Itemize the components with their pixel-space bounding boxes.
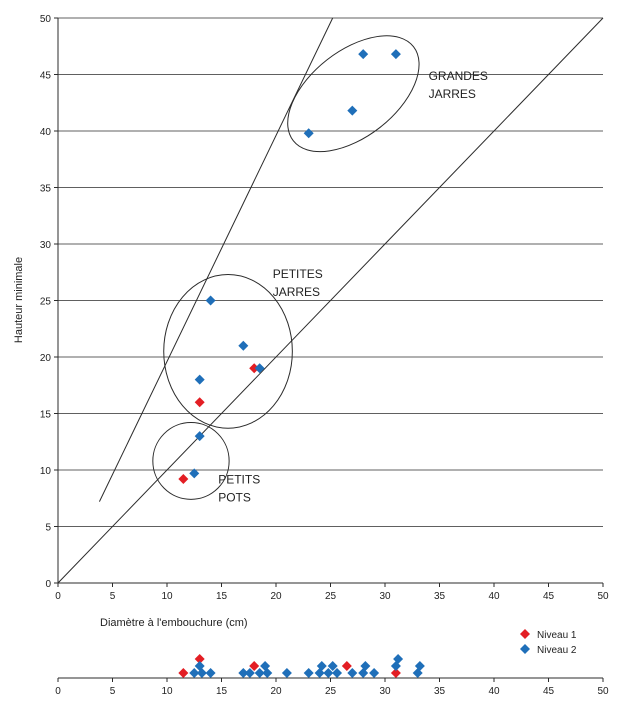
main-points	[178, 49, 401, 485]
x-tick-label: 0	[55, 591, 61, 602]
strip-point	[332, 668, 343, 678]
x-tick-label: 20	[270, 591, 282, 602]
strip-point	[244, 668, 255, 678]
main-gridlines	[58, 17, 603, 527]
group-ellipse	[152, 422, 230, 500]
data-point	[303, 128, 314, 139]
y-tick-label: 30	[40, 240, 52, 251]
strip-tick-label: 25	[325, 686, 337, 697]
group-label: JARRES	[429, 87, 476, 101]
group-label: PETITS	[218, 473, 260, 487]
data-point	[238, 340, 249, 351]
strip-point	[262, 668, 273, 678]
strip-tick-label: 0	[55, 686, 61, 697]
x-tick-label: 10	[161, 591, 173, 602]
data-point	[194, 374, 205, 385]
strip-point	[360, 661, 371, 671]
data-point	[390, 49, 401, 60]
reference-line	[98, 17, 334, 502]
group-ellipse	[287, 35, 420, 153]
strip-point	[189, 668, 200, 678]
y-tick-label: 40	[40, 127, 52, 138]
x-tick-label: 45	[543, 591, 555, 602]
strip-tick-label: 45	[543, 686, 555, 697]
y-tick-label: 5	[45, 523, 51, 534]
x-tick-label: 25	[325, 591, 337, 602]
strip-tick-label: 35	[434, 686, 446, 697]
strip-point	[414, 661, 425, 671]
strip-point	[281, 668, 292, 678]
y-tick-label: 0	[45, 579, 51, 590]
strip-tick-label: 50	[597, 686, 609, 697]
main-axes: 0 5 10 15 20 25 30 35 40 45 50 0 5 10 15 20 25 30 35 40 45 50	[40, 14, 609, 602]
legend-label: Niveau 1	[537, 630, 577, 641]
strip-point	[254, 668, 265, 678]
x-tick-label: 40	[488, 591, 500, 602]
strip-point	[194, 654, 205, 664]
strip-point	[393, 654, 404, 664]
group-ellipses: GRANDES JARRES PETITES JARRES PETITS POTS	[152, 35, 488, 505]
legend: Niveau 1 Niveau 2	[520, 629, 577, 656]
strip-point	[196, 668, 207, 678]
data-point	[178, 474, 189, 485]
strip-point	[369, 668, 380, 678]
x-tick-label: 30	[379, 591, 391, 602]
strip-axis: 0 5 10 15 20 25 30 35 40 45 50	[55, 677, 609, 697]
strip-tick-label: 40	[488, 686, 500, 697]
y-tick-label: 15	[40, 410, 52, 421]
strip-tick-label: 5	[110, 686, 116, 697]
strip-tick-label: 10	[161, 686, 173, 697]
data-point	[189, 468, 200, 479]
y-tick-label: 35	[40, 184, 52, 195]
strip-point	[205, 668, 216, 678]
y-tick-label: 10	[40, 466, 52, 477]
y-tick-label: 45	[40, 71, 52, 82]
legend-marker	[520, 644, 530, 654]
legend-marker	[520, 629, 530, 639]
group-label: JARRES	[273, 285, 320, 299]
data-point	[254, 363, 265, 374]
x-tick-label: 35	[434, 591, 446, 602]
strip-point	[303, 668, 314, 678]
data-point	[358, 49, 369, 60]
x-tick-label: 5	[110, 591, 116, 602]
legend-label: Niveau 2	[537, 645, 577, 656]
strip-point	[178, 668, 189, 678]
y-tick-label: 20	[40, 353, 52, 364]
y-tick-label: 50	[40, 14, 52, 25]
data-point	[194, 431, 205, 442]
x-axis-label: Diamètre à l'embouchure (cm)	[100, 617, 248, 629]
group-label: GRANDES	[429, 69, 488, 83]
strip-tick-label: 30	[379, 686, 391, 697]
strip-tick-label: 20	[270, 686, 282, 697]
data-point	[347, 105, 358, 116]
strip-tick-label: 15	[216, 686, 228, 697]
strip-point	[327, 661, 338, 671]
y-tick-label: 25	[40, 297, 52, 308]
group-label: POTS	[218, 491, 251, 505]
strip-points	[178, 654, 425, 678]
data-point	[194, 397, 205, 408]
strip-point	[341, 661, 352, 671]
strip-point	[390, 668, 401, 678]
strip-point	[323, 668, 334, 678]
data-point	[249, 363, 260, 374]
x-tick-label: 50	[597, 591, 609, 602]
group-label: PETITES	[273, 267, 323, 281]
group-ellipse	[163, 274, 293, 429]
x-tick-label: 15	[216, 591, 228, 602]
strip-point	[249, 661, 260, 671]
strip-point	[347, 668, 358, 678]
reference-line	[57, 17, 604, 584]
y-axis-label: Hauteur minimale	[13, 257, 25, 343]
strip-point	[316, 661, 327, 671]
data-point	[205, 295, 216, 306]
strip-point	[238, 668, 249, 678]
